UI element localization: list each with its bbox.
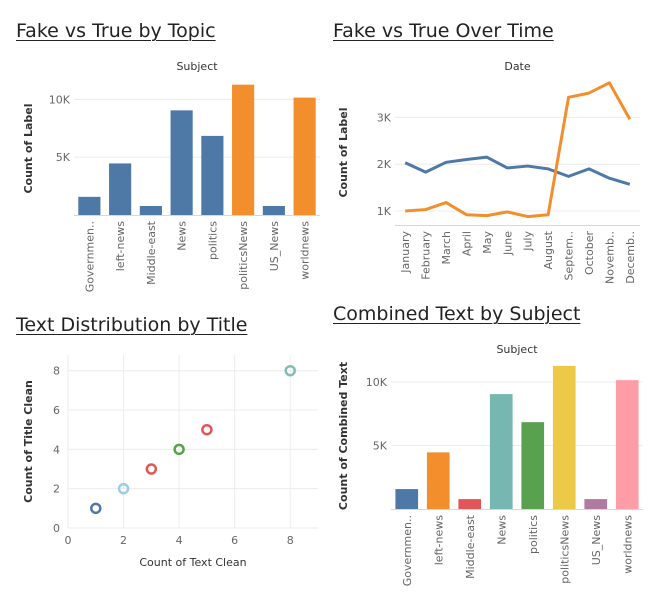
y-tick-label: 2 xyxy=(53,483,60,496)
scatter-point[interactable] xyxy=(90,502,102,515)
y-axis-label: Count of Title Clean xyxy=(22,380,35,503)
x-tick-label: worldnews xyxy=(621,515,634,574)
x-tick-label: Middle-east xyxy=(145,220,158,285)
y-tick-label: 10K xyxy=(366,376,388,389)
scatter-chart-title: Text Distribution by Title xyxy=(16,314,248,336)
bar[interactable] xyxy=(262,205,285,215)
bar[interactable] xyxy=(78,196,101,215)
bar[interactable] xyxy=(584,499,608,509)
bar[interactable] xyxy=(232,84,255,215)
y-tick-label: 8 xyxy=(53,365,60,378)
scatter-point[interactable] xyxy=(284,364,296,377)
x-tick-label: June xyxy=(501,231,514,256)
x-tick-label: News xyxy=(176,221,189,251)
topic-bar-chart: Subject 5K 10K Count of Label Governmen.. lef… xyxy=(22,60,320,292)
time-line-chart: Date 1K 2K 3K Count of Label January February M… xyxy=(337,60,640,284)
x-tick-label: July xyxy=(522,231,535,252)
y-axis-label: Count of Label xyxy=(22,103,35,193)
x-tick-label: April xyxy=(460,231,473,256)
x-tick-label: Middle-east xyxy=(464,514,477,579)
series-line[interactable] xyxy=(405,81,632,219)
x-tick-label: January xyxy=(399,231,412,274)
bar[interactable] xyxy=(552,365,576,509)
topic-chart-title: Fake vs True by Topic xyxy=(16,20,216,42)
x-tick-label: Septem.. xyxy=(563,231,576,281)
x-tick-label: August xyxy=(542,230,555,269)
bar[interactable] xyxy=(489,394,513,509)
scatter-point[interactable] xyxy=(201,423,213,436)
y-tick-label: 3K xyxy=(377,111,392,124)
x-tick-label: Governmen.. xyxy=(83,221,96,292)
bar[interactable] xyxy=(109,163,132,215)
scatter-chart: 0 2 4 6 8 0 2 4 6 8 Count of Text Clean Count of Ti… xyxy=(22,355,318,569)
x-tick-label: Novemb.. xyxy=(603,231,616,284)
y-tick-label: 5K xyxy=(56,151,71,164)
x-tick-label: May xyxy=(481,231,494,254)
y-tick-label: 2K xyxy=(377,158,392,171)
scatter-point[interactable] xyxy=(145,463,158,475)
y-tick-label: 1K xyxy=(377,205,392,218)
x-tick-label: 8 xyxy=(287,534,294,547)
scatter-point[interactable] xyxy=(173,443,185,456)
x-tick-label: 6 xyxy=(231,534,238,547)
chart-header: Subject xyxy=(176,60,218,73)
y-tick-label: 10K xyxy=(49,93,71,106)
bar[interactable] xyxy=(170,110,193,215)
x-tick-label: February xyxy=(420,231,433,280)
bar[interactable] xyxy=(293,97,316,215)
x-tick-label: 4 xyxy=(176,534,183,547)
x-tick-label: left-news xyxy=(432,515,445,566)
x-tick-label: News xyxy=(495,515,508,545)
x-tick-label: 0 xyxy=(65,534,72,547)
y-axis-label: Count of Label xyxy=(337,107,350,197)
chart-header: Subject xyxy=(496,343,538,356)
series-line[interactable] xyxy=(404,155,631,186)
x-tick-label: October xyxy=(583,231,596,275)
x-tick-label: politicsNews xyxy=(237,221,250,290)
y-tick-label: 5K xyxy=(373,440,388,453)
combined-chart-title: Combined Text by Subject xyxy=(333,303,581,325)
bar[interactable] xyxy=(201,135,224,215)
x-tick-label: Governmen.. xyxy=(401,515,414,586)
bar[interactable] xyxy=(139,205,162,215)
y-tick-label: 4 xyxy=(53,443,60,456)
bar[interactable] xyxy=(426,452,450,509)
bar[interactable] xyxy=(615,380,639,509)
x-tick-label: politicsNews xyxy=(558,515,571,584)
x-tick-label: US_News xyxy=(268,221,281,272)
y-axis-label: Count of Combined Text xyxy=(337,362,350,510)
x-tick-label: worldnews xyxy=(299,221,312,280)
x-tick-label: politics xyxy=(206,221,219,260)
scatter-point[interactable] xyxy=(117,482,130,495)
x-axis-label: Count of Text Clean xyxy=(139,556,246,569)
bar[interactable] xyxy=(521,422,545,509)
x-tick-label: US_News xyxy=(590,515,603,566)
x-tick-label: March xyxy=(440,231,453,265)
x-tick-label: Decemb.. xyxy=(624,231,637,284)
x-tick-label: left-news xyxy=(114,221,127,272)
bar[interactable] xyxy=(395,489,419,509)
combined-bar-chart: Subject 5K 10K Count of Combined Text Govern… xyxy=(337,343,643,586)
y-tick-label: 6 xyxy=(53,404,60,417)
y-tick-label: 0 xyxy=(53,522,60,535)
x-tick-label: 2 xyxy=(120,534,127,547)
time-chart-title: Fake vs True Over Time xyxy=(333,20,554,42)
bar[interactable] xyxy=(458,499,482,509)
chart-header: Date xyxy=(504,60,531,73)
x-tick-label: politics xyxy=(527,515,540,554)
